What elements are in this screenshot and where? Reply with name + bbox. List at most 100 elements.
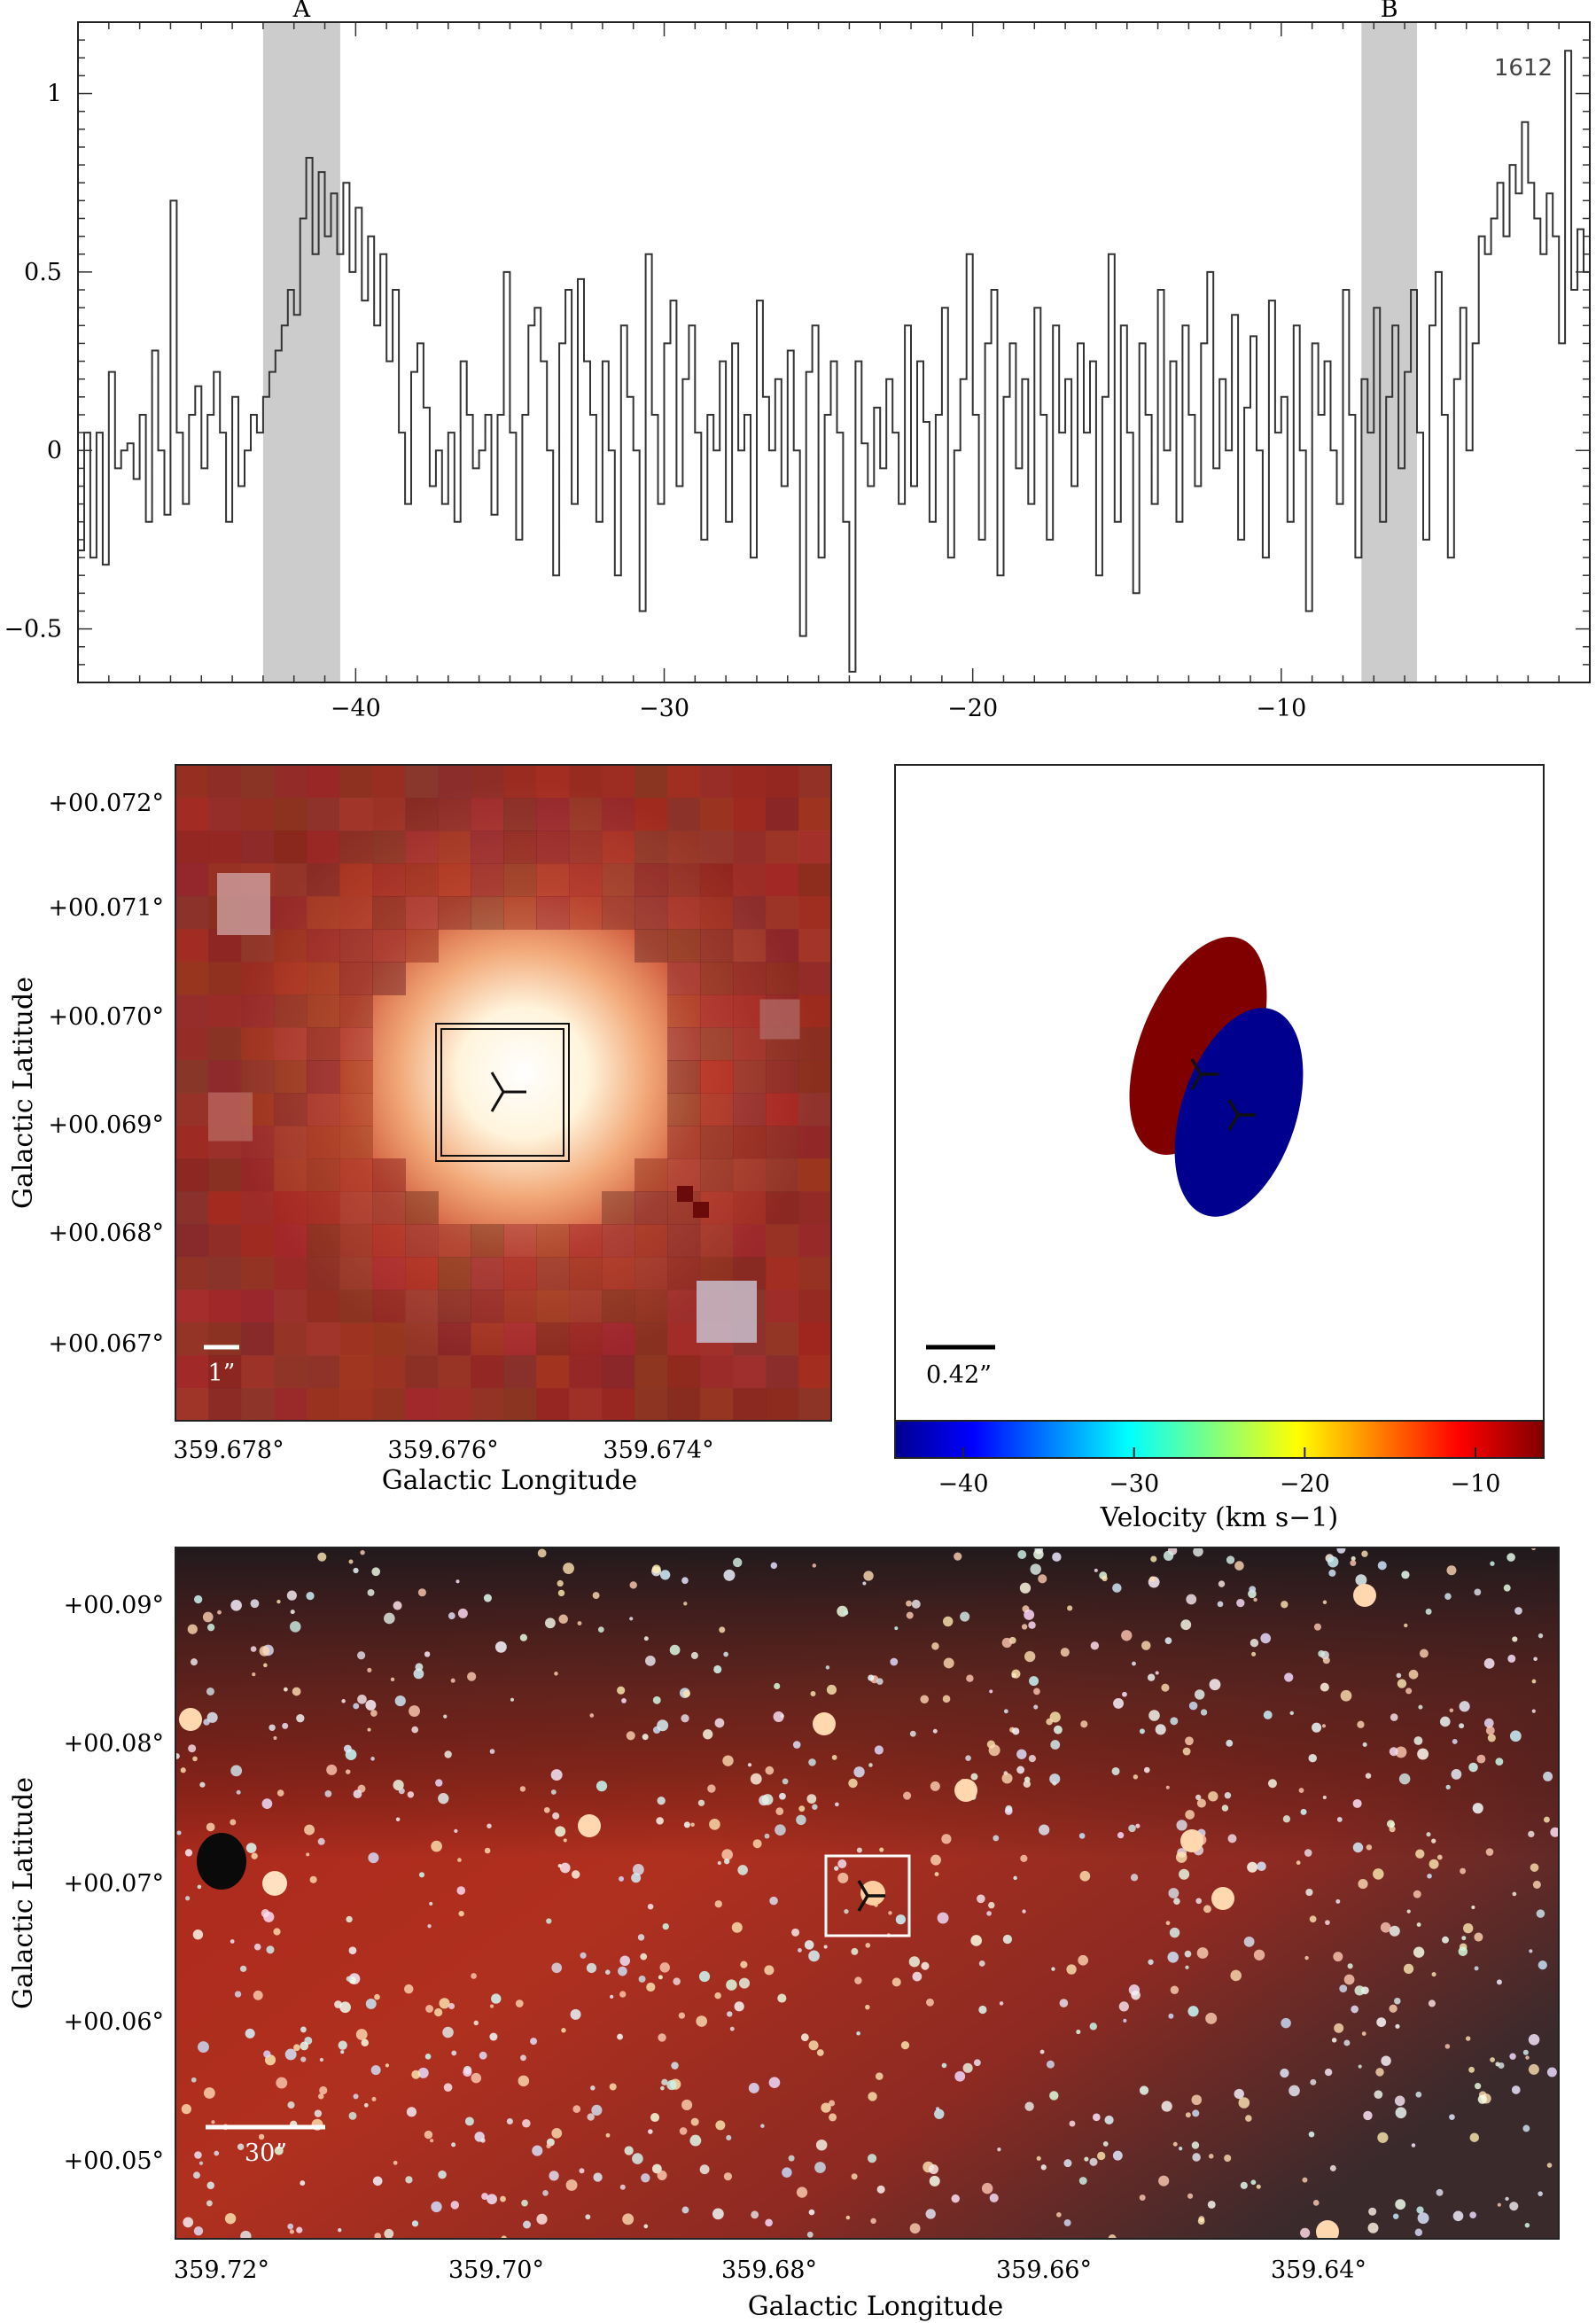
star: [1056, 2212, 1062, 2218]
spectrum-x-tick-label: −30: [639, 695, 689, 722]
star: [1474, 2083, 1482, 2090]
star: [393, 1779, 404, 1791]
star: [1395, 2107, 1407, 2119]
star: [1395, 1746, 1407, 1758]
zoom-y-axis-title: Galactic Latitude: [8, 977, 39, 1209]
star: [1531, 1679, 1537, 1684]
zoom-pixel: [339, 1027, 373, 1061]
star: [1439, 1716, 1451, 1727]
zoom-pixel: [602, 1191, 635, 1225]
star: [1362, 1742, 1367, 1747]
colorbar-tick-label: −40: [938, 1470, 989, 1498]
zoom-pixel: [339, 994, 373, 1028]
star: [662, 1922, 669, 1930]
zoom-pixel: [208, 1355, 242, 1389]
zoom-pixel: [766, 1093, 799, 1126]
star: [747, 1763, 752, 1767]
zoom-pixel: [635, 1388, 668, 1421]
star: [1192, 2153, 1201, 2162]
zoom-pixel: [602, 1355, 635, 1389]
star: [1230, 1969, 1242, 1982]
spectrum-x-tick-label: −10: [1256, 695, 1306, 722]
star: [252, 1672, 256, 1677]
zoom-pixel: [175, 830, 209, 864]
star: [587, 2113, 595, 2121]
zoom-pixel: [274, 1027, 308, 1061]
zoom-scale-bar-label: 1”: [208, 1360, 236, 1387]
star: [237, 2143, 245, 2151]
star: [810, 1691, 816, 1697]
star: [954, 1552, 962, 1561]
star: [579, 2168, 585, 2174]
star: [554, 1672, 558, 1676]
star: [619, 1991, 627, 1998]
star: [774, 1682, 781, 1690]
star: [1300, 1808, 1307, 1815]
star: [1377, 1561, 1387, 1571]
star: [1113, 1697, 1125, 1709]
star: [1257, 1861, 1266, 1871]
zoom-pixel: [667, 863, 701, 897]
star: [390, 1677, 395, 1682]
zoom-pixel: [503, 1355, 537, 1389]
star: [681, 1577, 689, 1585]
star: [643, 1636, 649, 1641]
star: [1288, 2085, 1300, 2097]
star: [1050, 1740, 1061, 1750]
star: [1168, 1888, 1179, 1898]
zoom-pixel: [241, 1388, 275, 1421]
star: [480, 2138, 486, 2143]
star: [1118, 2001, 1129, 2012]
star: [1089, 2023, 1097, 2031]
star: [748, 2083, 759, 2093]
star: [346, 1976, 352, 1982]
star: [1170, 1985, 1179, 1994]
star: [1289, 1711, 1295, 1716]
zoom-pixel: [208, 830, 242, 864]
zoom-pixel: [372, 830, 406, 864]
star: [1128, 1824, 1136, 1833]
star: [1024, 1610, 1035, 1620]
star: [597, 1626, 604, 1633]
zoom-pixel: [798, 1257, 831, 1290]
star: [1377, 2132, 1389, 2143]
star: [1193, 1547, 1203, 1557]
zoom-pixel: [438, 1322, 471, 1356]
star: [1121, 1630, 1133, 1641]
star: [779, 1792, 786, 1800]
star: [1442, 1936, 1449, 1944]
star: [361, 2038, 369, 2046]
zoom-pixel: [569, 896, 603, 930]
zoom-pixel: [733, 1093, 767, 1126]
zoom-pixel: [339, 962, 373, 995]
star: [214, 2150, 220, 2156]
star: [1108, 2234, 1117, 2239]
star: [1004, 1806, 1013, 1815]
zoom-pixel: [667, 830, 701, 864]
star: [908, 1956, 920, 1968]
zoom-pixel: [602, 896, 635, 930]
star: [1102, 1575, 1108, 1582]
zoom-pixel: [372, 1290, 406, 1323]
star: [1196, 1798, 1206, 1808]
star: [1367, 2222, 1379, 2233]
star: [519, 1633, 528, 1641]
star: [439, 1998, 450, 2009]
star: [666, 2079, 677, 2091]
zoom-x-tick-labels: 359.678° 359.676° 359.674°: [173, 1437, 713, 1464]
star: [230, 1765, 243, 1777]
zoom-pixel: [667, 896, 701, 930]
star: [1389, 1747, 1398, 1757]
zoom-pixel: [274, 896, 308, 930]
zoom-pixel: [372, 929, 406, 963]
zoom-pixel: [602, 1322, 635, 1356]
star: [590, 2085, 596, 2091]
star: [515, 1999, 524, 2007]
star: [1296, 1860, 1301, 1866]
star: [724, 1858, 730, 1865]
star: [413, 1668, 424, 1680]
star: [365, 1699, 377, 1711]
star: [1247, 1861, 1258, 1873]
star: [1165, 1785, 1170, 1789]
